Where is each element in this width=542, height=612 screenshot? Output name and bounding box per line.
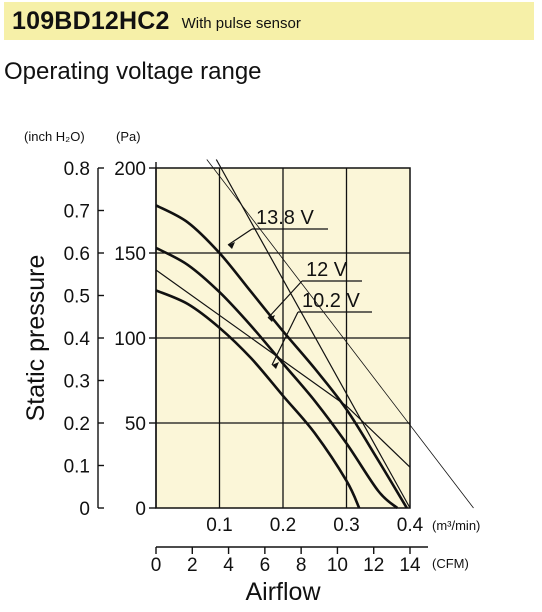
inch-tick-label-8: 0.8 <box>64 159 90 180</box>
series-line-1 <box>155 246 399 510</box>
m3-tick-label-0: 0.1 <box>206 515 232 536</box>
series-label-arrow-2 <box>272 362 279 369</box>
series-label-leader-1 <box>267 280 303 319</box>
cfm-tick-label-3: 6 <box>260 555 271 576</box>
inch-tick-label-2: 0.2 <box>64 414 90 435</box>
series-label-leader-2 <box>271 311 299 366</box>
cfm-tick-label-7: 14 <box>399 555 421 576</box>
cfm-tick-label-2: 4 <box>223 555 234 576</box>
cfm-tick-label-1: 2 <box>187 555 198 576</box>
pa-tick-label-1: 50 <box>125 414 146 435</box>
y-unit-pa-label: (Pa) <box>116 129 141 144</box>
inch-tick-label-5: 0.5 <box>64 287 90 308</box>
x-unit-m3-label: (m³/min) <box>432 518 480 533</box>
x-unit-cfm-label: (CFM) <box>432 556 469 571</box>
cfm-tick-label-0: 0 <box>151 555 162 576</box>
y-axis-label: Static pressure <box>22 255 50 422</box>
load-line-1 <box>155 269 411 468</box>
m3-tick-label-2: 0.3 <box>333 515 359 536</box>
inch-tick-label-3: 0.3 <box>64 372 90 393</box>
series-label-2: 10.2 V <box>302 290 360 312</box>
series-label-leader-0 <box>227 228 253 246</box>
series-label-1: 12 V <box>306 259 348 281</box>
model-variant: With pulse sensor <box>181 14 301 32</box>
m3-tick-label-3: 0.4 <box>397 515 424 536</box>
inch-tick-label-7: 0.7 <box>64 202 90 223</box>
y-unit-inch-label: (inch H₂O) <box>24 129 85 144</box>
series-label-arrow-1 <box>268 315 275 322</box>
series-labels: 13.8 V 12 V 10.2 V <box>227 207 372 369</box>
tick-labels: 05010015020000.10.20.30.40.50.60.70.80.1… <box>64 159 424 576</box>
pa-tick-label-3: 150 <box>114 244 146 265</box>
load-line-0 <box>215 159 411 509</box>
grid <box>156 168 410 508</box>
pa-tick-label-2: 100 <box>114 329 146 350</box>
axes <box>97 162 428 554</box>
series-line-0 <box>155 204 408 509</box>
section-title: Operating voltage range <box>4 58 262 85</box>
product-header: 109BD12HC2 With pulse sensor <box>4 2 534 40</box>
cfm-tick-label-6: 12 <box>363 555 384 576</box>
series-lines <box>155 159 474 510</box>
pa-tick-label-0: 0 <box>135 499 146 520</box>
series-label-0: 13.8 V <box>256 207 314 229</box>
inch-tick-label-4: 0.4 <box>64 329 91 350</box>
cfm-tick-label-5: 10 <box>327 555 348 576</box>
inch-tick-label-6: 0.6 <box>64 244 90 265</box>
series-line-2 <box>155 289 361 509</box>
series-label-arrow-0 <box>228 242 235 249</box>
reference-line <box>206 159 474 509</box>
inch-tick-label-0: 0 <box>79 499 90 520</box>
cfm-tick-label-4: 8 <box>296 555 307 576</box>
pa-tick-label-4: 200 <box>114 159 146 180</box>
inch-tick-label-1: 0.1 <box>64 457 90 478</box>
x-axis-label: Airflow <box>245 578 321 606</box>
model-number: 109BD12HC2 <box>12 6 170 35</box>
m3-tick-label-1: 0.2 <box>270 515 296 536</box>
